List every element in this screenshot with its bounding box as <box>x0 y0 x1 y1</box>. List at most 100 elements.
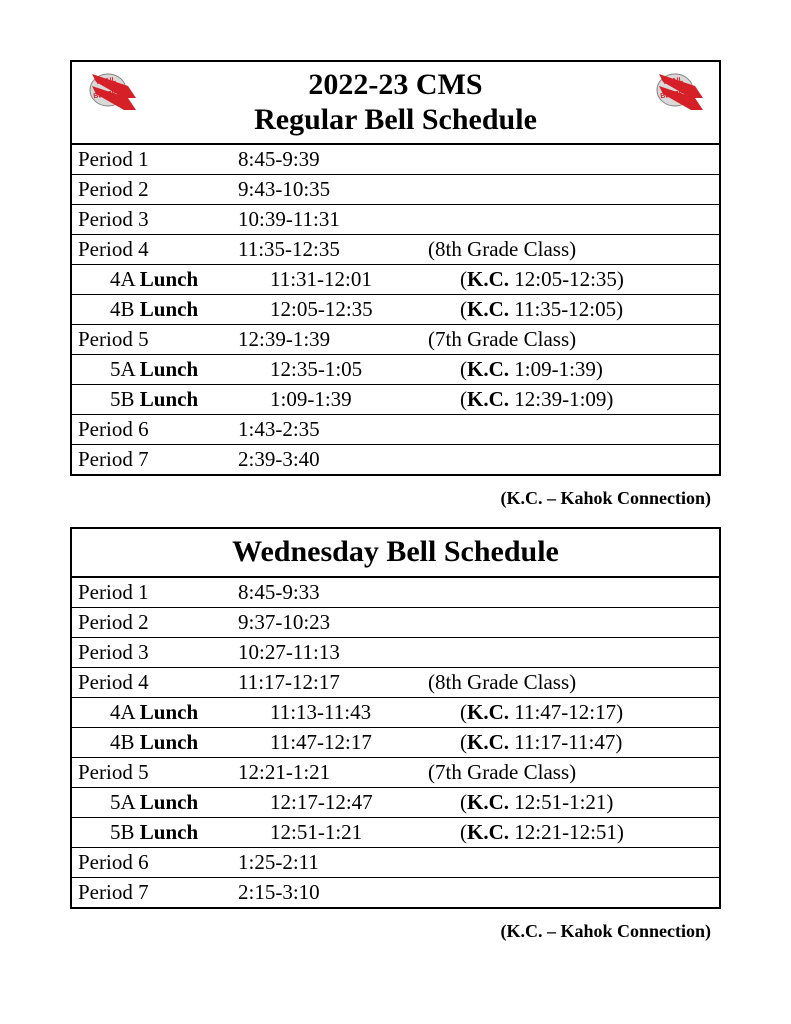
period-cell: Period 7 <box>72 882 238 903</box>
period-cell: 5B Lunch <box>72 389 270 410</box>
kc-abbrev: K.C. <box>467 267 509 291</box>
period-cell: Period 1 <box>72 582 238 603</box>
schedule-title-line2: Regular Bell Schedule <box>72 103 719 138</box>
schedule-row: Period 18:45-9:39 <box>72 145 719 175</box>
note-cell: (K.C. 12:39-1:09) <box>460 389 719 410</box>
period-cell: Period 3 <box>72 642 238 663</box>
note-open-paren: ( <box>460 267 467 291</box>
period-cell: Period 1 <box>72 149 238 170</box>
schedule-row: Period 512:39-1:39(7th Grade Class) <box>72 325 719 355</box>
period-cell: Period 7 <box>72 449 238 470</box>
kc-time-text: 12:51-1:21) <box>509 790 613 814</box>
note-cell <box>428 179 719 200</box>
note-cell: (7th Grade Class) <box>428 329 719 350</box>
period-cell: Period 6 <box>72 419 238 440</box>
schedule-row: Period 310:27-11:13 <box>72 638 719 668</box>
period-cell: Period 2 <box>72 179 238 200</box>
trail-blazers-logo-icon: TRAILBLAZERS <box>84 68 140 112</box>
schedule-row: Period 29:37-10:23 <box>72 608 719 638</box>
schedule-row: 5B Lunch12:51-1:21(K.C. 12:21-12:51) <box>72 818 719 848</box>
time-cell: 12:17-12:47 <box>270 792 460 813</box>
lunch-prefix: 5B <box>110 820 140 844</box>
schedule-row: Period 61:43-2:35 <box>72 415 719 445</box>
period-cell: Period 6 <box>72 852 238 873</box>
lunch-prefix: 5A <box>110 790 140 814</box>
period-cell: Period 5 <box>72 329 238 350</box>
note-open-paren: ( <box>460 820 467 844</box>
note-cell: (8th Grade Class) <box>428 672 719 693</box>
time-cell: 10:39-11:31 <box>238 209 428 230</box>
lunch-prefix: 4B <box>110 297 140 321</box>
lunch-word: Lunch <box>140 700 198 724</box>
kc-time-text: 12:39-1:09) <box>509 387 613 411</box>
kc-time-text: 11:47-12:17) <box>509 700 623 724</box>
note-open-paren: ( <box>460 700 467 724</box>
note-cell: (K.C. 12:05-12:35) <box>460 269 719 290</box>
kc-abbrev: K.C. <box>467 820 509 844</box>
schedule-title-line1: 2022-23 CMS <box>72 68 719 103</box>
period-cell: Period 4 <box>72 239 238 260</box>
period-cell: Period 5 <box>72 762 238 783</box>
schedule-row: 5B Lunch1:09-1:39(K.C. 12:39-1:09) <box>72 385 719 415</box>
schedule-row: Period 18:45-9:33 <box>72 578 719 608</box>
schedule-row: Period 72:15-3:10 <box>72 878 719 907</box>
lunch-prefix: 5A <box>110 357 140 381</box>
period-cell: 5A Lunch <box>72 792 270 813</box>
note-cell: (K.C. 11:47-12:17) <box>460 702 719 723</box>
time-cell: 11:35-12:35 <box>238 239 428 260</box>
lunch-word: Lunch <box>140 297 198 321</box>
kc-abbrev: K.C. <box>467 730 509 754</box>
time-cell: 2:15-3:10 <box>238 882 428 903</box>
time-cell: 9:43-10:35 <box>238 179 428 200</box>
note-cell <box>428 642 719 663</box>
kc-abbrev: K.C. <box>467 357 509 381</box>
schedule-row: Period 411:17-12:17(8th Grade Class) <box>72 668 719 698</box>
time-cell: 1:25-2:11 <box>238 852 428 873</box>
lunch-word: Lunch <box>140 387 198 411</box>
time-cell: 11:31-12:01 <box>270 269 460 290</box>
lunch-prefix: 4B <box>110 730 140 754</box>
lunch-word: Lunch <box>140 790 198 814</box>
time-cell: 1:09-1:39 <box>270 389 460 410</box>
note-cell <box>428 882 719 903</box>
kc-time-text: 11:17-11:47) <box>509 730 622 754</box>
kc-time-text: 12:05-12:35) <box>509 267 624 291</box>
lunch-word: Lunch <box>140 357 198 381</box>
note-open-paren: ( <box>460 387 467 411</box>
schedule-row: Period 61:25-2:11 <box>72 848 719 878</box>
schedule-row: 4B Lunch11:47-12:17(K.C. 11:17-11:47) <box>72 728 719 758</box>
schedule-row: 4A Lunch11:31-12:01(K.C. 12:05-12:35) <box>72 265 719 295</box>
note-cell <box>428 852 719 873</box>
period-cell: 4A Lunch <box>72 702 270 723</box>
time-cell: 1:43-2:35 <box>238 419 428 440</box>
time-cell: 9:37-10:23 <box>238 612 428 633</box>
time-cell: 12:21-1:21 <box>238 762 428 783</box>
note-open-paren: ( <box>460 790 467 814</box>
note-cell: (K.C. 12:51-1:21) <box>460 792 719 813</box>
period-cell: 4B Lunch <box>72 732 270 753</box>
schedule-box: Wednesday Bell SchedulePeriod 18:45-9:33… <box>70 527 721 909</box>
time-cell: 8:45-9:33 <box>238 582 428 603</box>
kc-time-text: 11:35-12:05) <box>509 297 623 321</box>
note-open-paren: ( <box>460 730 467 754</box>
kc-footnote: (K.C. – Kahok Connection) <box>70 919 721 960</box>
period-cell: Period 4 <box>72 672 238 693</box>
note-cell: (K.C. 12:21-12:51) <box>460 822 719 843</box>
kc-abbrev: K.C. <box>467 297 509 321</box>
time-cell: 11:13-11:43 <box>270 702 460 723</box>
lunch-word: Lunch <box>140 820 198 844</box>
time-cell: 10:27-11:13 <box>238 642 428 663</box>
schedule-row: Period 411:35-12:35(8th Grade Class) <box>72 235 719 265</box>
kc-abbrev: K.C. <box>467 790 509 814</box>
kc-time-text: 12:21-12:51) <box>509 820 624 844</box>
note-cell <box>428 419 719 440</box>
note-cell: (8th Grade Class) <box>428 239 719 260</box>
schedule-box: TRAILBLAZERSTRAILBLAZERS2022-23 CMSRegul… <box>70 60 721 476</box>
schedule-row: Period 29:43-10:35 <box>72 175 719 205</box>
note-open-paren: ( <box>460 357 467 381</box>
schedule-row: Period 72:39-3:40 <box>72 445 719 474</box>
note-cell <box>428 149 719 170</box>
schedule-title-row: Wednesday Bell Schedule <box>72 529 719 578</box>
time-cell: 11:47-12:17 <box>270 732 460 753</box>
time-cell: 8:45-9:39 <box>238 149 428 170</box>
